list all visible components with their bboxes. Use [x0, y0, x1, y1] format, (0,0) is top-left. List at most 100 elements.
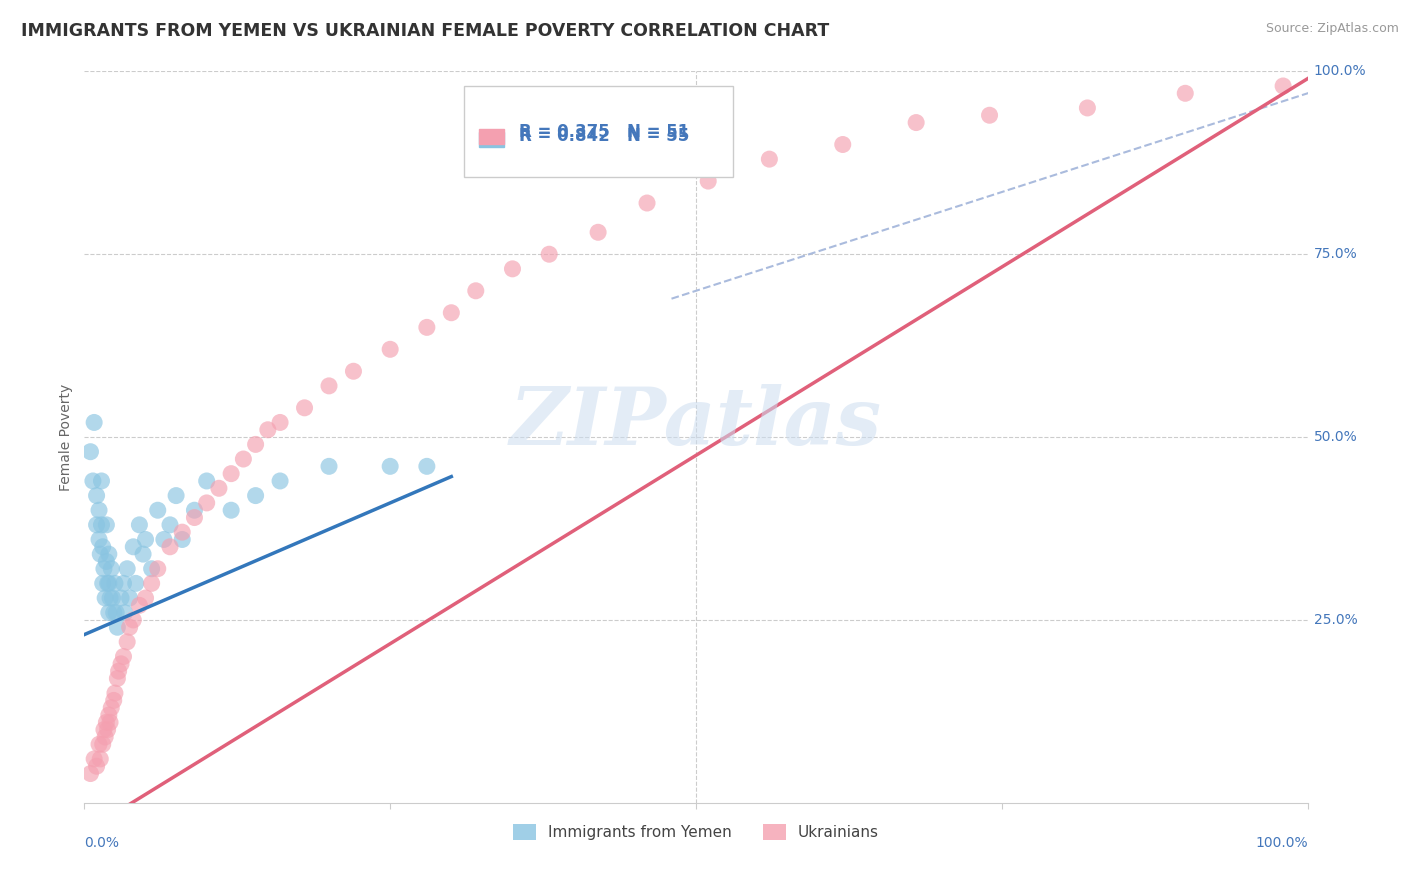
Point [115, 635, 138, 649]
Point [159, 517, 181, 532]
Point [98, 715, 121, 730]
Text: ZIPatlas: ZIPatlas [510, 384, 882, 461]
Point [87, 503, 110, 517]
Point [97, 708, 120, 723]
Point [128, 599, 150, 613]
Bar [479, 132, 503, 146]
Point [91, 540, 114, 554]
Point [89, 547, 111, 561]
Point [125, 576, 148, 591]
Point [294, 401, 316, 415]
Point [697, 174, 720, 188]
Text: 75.0%: 75.0% [1313, 247, 1357, 261]
Point [89, 752, 111, 766]
Point [183, 503, 205, 517]
Point [1272, 78, 1295, 93]
Text: IMMIGRANTS FROM YEMEN VS UKRAINIAN FEMALE POVERTY CORRELATION CHART: IMMIGRANTS FROM YEMEN VS UKRAINIAN FEMAL… [21, 22, 830, 40]
Point [90, 517, 112, 532]
Point [146, 562, 169, 576]
Point [208, 481, 231, 495]
Point [245, 489, 267, 503]
Point [112, 649, 135, 664]
Point [97, 576, 120, 591]
FancyBboxPatch shape [464, 86, 733, 178]
Point [135, 533, 157, 547]
Point [464, 284, 486, 298]
Point [219, 503, 242, 517]
Point [195, 496, 218, 510]
Point [132, 547, 155, 561]
Point [110, 591, 132, 605]
Point [94, 730, 117, 744]
Point [416, 320, 439, 334]
Point [342, 364, 364, 378]
Point [91, 737, 114, 751]
Point [114, 606, 136, 620]
Point [79, 766, 101, 780]
Point [104, 576, 127, 591]
Point [105, 606, 128, 620]
Point [219, 467, 242, 481]
Point [83, 416, 105, 430]
Point [97, 576, 120, 591]
Point [101, 591, 124, 605]
Point [86, 517, 108, 532]
Point [83, 752, 105, 766]
Point [318, 459, 340, 474]
Text: 0.0%: 0.0% [84, 836, 120, 850]
Point [979, 108, 1001, 122]
Text: R = 0.375   N = 51: R = 0.375 N = 51 [519, 123, 689, 141]
Point [115, 562, 138, 576]
Point [245, 437, 267, 451]
Point [103, 693, 125, 707]
Point [269, 416, 291, 430]
Point [636, 196, 658, 211]
Point [86, 759, 108, 773]
Point [105, 672, 128, 686]
Point [141, 562, 163, 576]
Point [269, 474, 291, 488]
Point [87, 737, 110, 751]
Point [90, 474, 112, 488]
Text: R = 0.842   N = 55: R = 0.842 N = 55 [519, 128, 689, 145]
Point [79, 444, 101, 458]
Point [195, 474, 218, 488]
Point [586, 225, 609, 239]
Point [82, 474, 104, 488]
Point [172, 533, 194, 547]
Point [1174, 87, 1197, 101]
Point [107, 664, 129, 678]
Text: 100.0%: 100.0% [1256, 836, 1308, 850]
Point [97, 723, 120, 737]
Point [104, 686, 127, 700]
Point [128, 517, 150, 532]
Point [100, 700, 122, 714]
Point [118, 620, 141, 634]
Point [105, 620, 128, 634]
Point [86, 489, 108, 503]
Point [380, 343, 402, 357]
Point [103, 606, 125, 620]
Point [905, 115, 928, 129]
Legend: Immigrants from Yemen, Ukrainians: Immigrants from Yemen, Ukrainians [508, 818, 884, 847]
Point [122, 540, 145, 554]
Point [153, 533, 176, 547]
Point [110, 657, 132, 671]
Point [141, 576, 163, 591]
Point [183, 510, 205, 524]
Point [94, 591, 117, 605]
Point [112, 576, 135, 591]
Point [96, 715, 118, 730]
Point [1076, 101, 1098, 115]
Text: 50.0%: 50.0% [1313, 430, 1357, 444]
Point [232, 452, 254, 467]
Point [96, 554, 118, 568]
Point [100, 562, 122, 576]
Point [96, 517, 118, 532]
Point [538, 247, 561, 261]
Text: 25.0%: 25.0% [1313, 613, 1357, 627]
Bar [479, 129, 503, 144]
Point [440, 306, 463, 320]
Y-axis label: Female Poverty: Female Poverty [59, 384, 73, 491]
Point [97, 606, 120, 620]
